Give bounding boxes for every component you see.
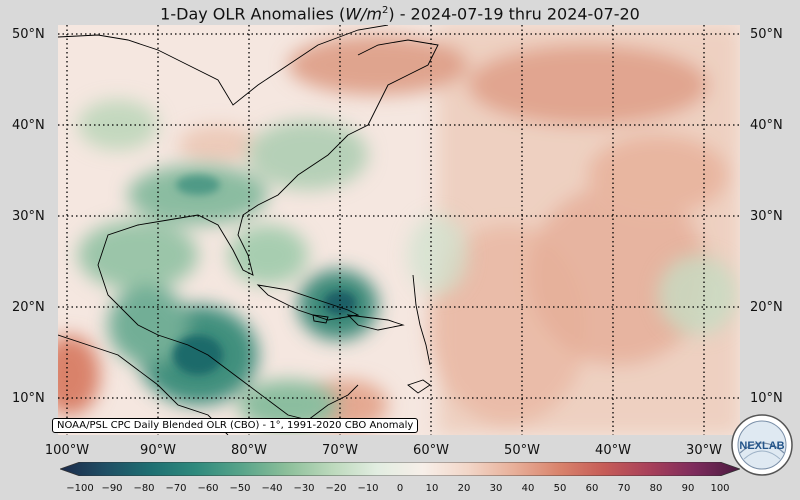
colorbar-tick-label: 40 [521, 483, 535, 494]
colorbar-tick-label: 60 [585, 483, 599, 494]
lon-label: 50°W [504, 443, 540, 458]
lat-label-left: 30°N [12, 209, 45, 224]
colorbar-tick-label: 90 [681, 483, 695, 494]
map-title: 1-Day OLR Anomalies (W/m2) - 2024-07-19 … [160, 4, 640, 24]
graticule [58, 25, 740, 435]
lat-label-right: 40°N [750, 118, 783, 133]
lat-label-right: 30°N [750, 209, 783, 224]
colorbar-tick-label: 10 [425, 483, 439, 494]
colorbar-tick-label: −60 [197, 483, 219, 494]
colorbar-tick-label: 50 [553, 483, 567, 494]
logo-text: NEXLAB [739, 440, 784, 452]
colorbar-tick-label: 30 [489, 483, 503, 494]
colorbar-tick-label: −20 [325, 483, 347, 494]
lon-label: 60°W [413, 443, 449, 458]
coastlines [58, 25, 439, 435]
lon-label: 100°W [44, 443, 90, 458]
lat-label-right: 50°N [750, 27, 783, 42]
colorbar-tick-label: −50 [229, 483, 251, 494]
colorbar-tick-label: −100 [66, 483, 94, 494]
colorbar-tick-label: −70 [165, 483, 187, 494]
lon-label: 90°W [140, 443, 176, 458]
lon-label: 70°W [322, 443, 358, 458]
positive-anomaly-regions [58, 25, 740, 435]
lat-label-left: 40°N [12, 118, 45, 133]
lat-label-left: 50°N [12, 27, 45, 42]
lat-label-right: 10°N [750, 391, 783, 406]
colorbar-tick-label: 20 [457, 483, 471, 494]
colorbar-tick-label: −10 [357, 483, 379, 494]
data-source-label: NOAA/PSL CPC Daily Blended OLR (CBO) - 1… [52, 418, 419, 433]
colorbar-tick-label: 0 [396, 483, 404, 494]
colorbar-tick-label: 100 [710, 483, 730, 494]
lon-label: 40°W [595, 443, 631, 458]
lat-label-left: 10°N [12, 391, 45, 406]
olr-anomaly-map [58, 25, 740, 435]
strong-negative-cores [173, 175, 356, 375]
colorbar [60, 462, 740, 476]
colorbar-tick-label: −30 [293, 483, 315, 494]
colorbar-tick-label: 70 [617, 483, 631, 494]
colorbar-tick-label: 80 [649, 483, 663, 494]
colorbar-fill [60, 462, 740, 476]
colorbar-tick-label: −80 [133, 483, 155, 494]
lat-label-right: 20°N [750, 300, 783, 315]
nexlab-logo: NEXLAB [731, 414, 793, 476]
colorbar-tick-label: −90 [101, 483, 123, 494]
colorbar-tick-label: −40 [261, 483, 283, 494]
lon-label: 80°W [231, 443, 267, 458]
lat-label-left: 20°N [12, 300, 45, 315]
lon-label: 30°W [686, 443, 722, 458]
